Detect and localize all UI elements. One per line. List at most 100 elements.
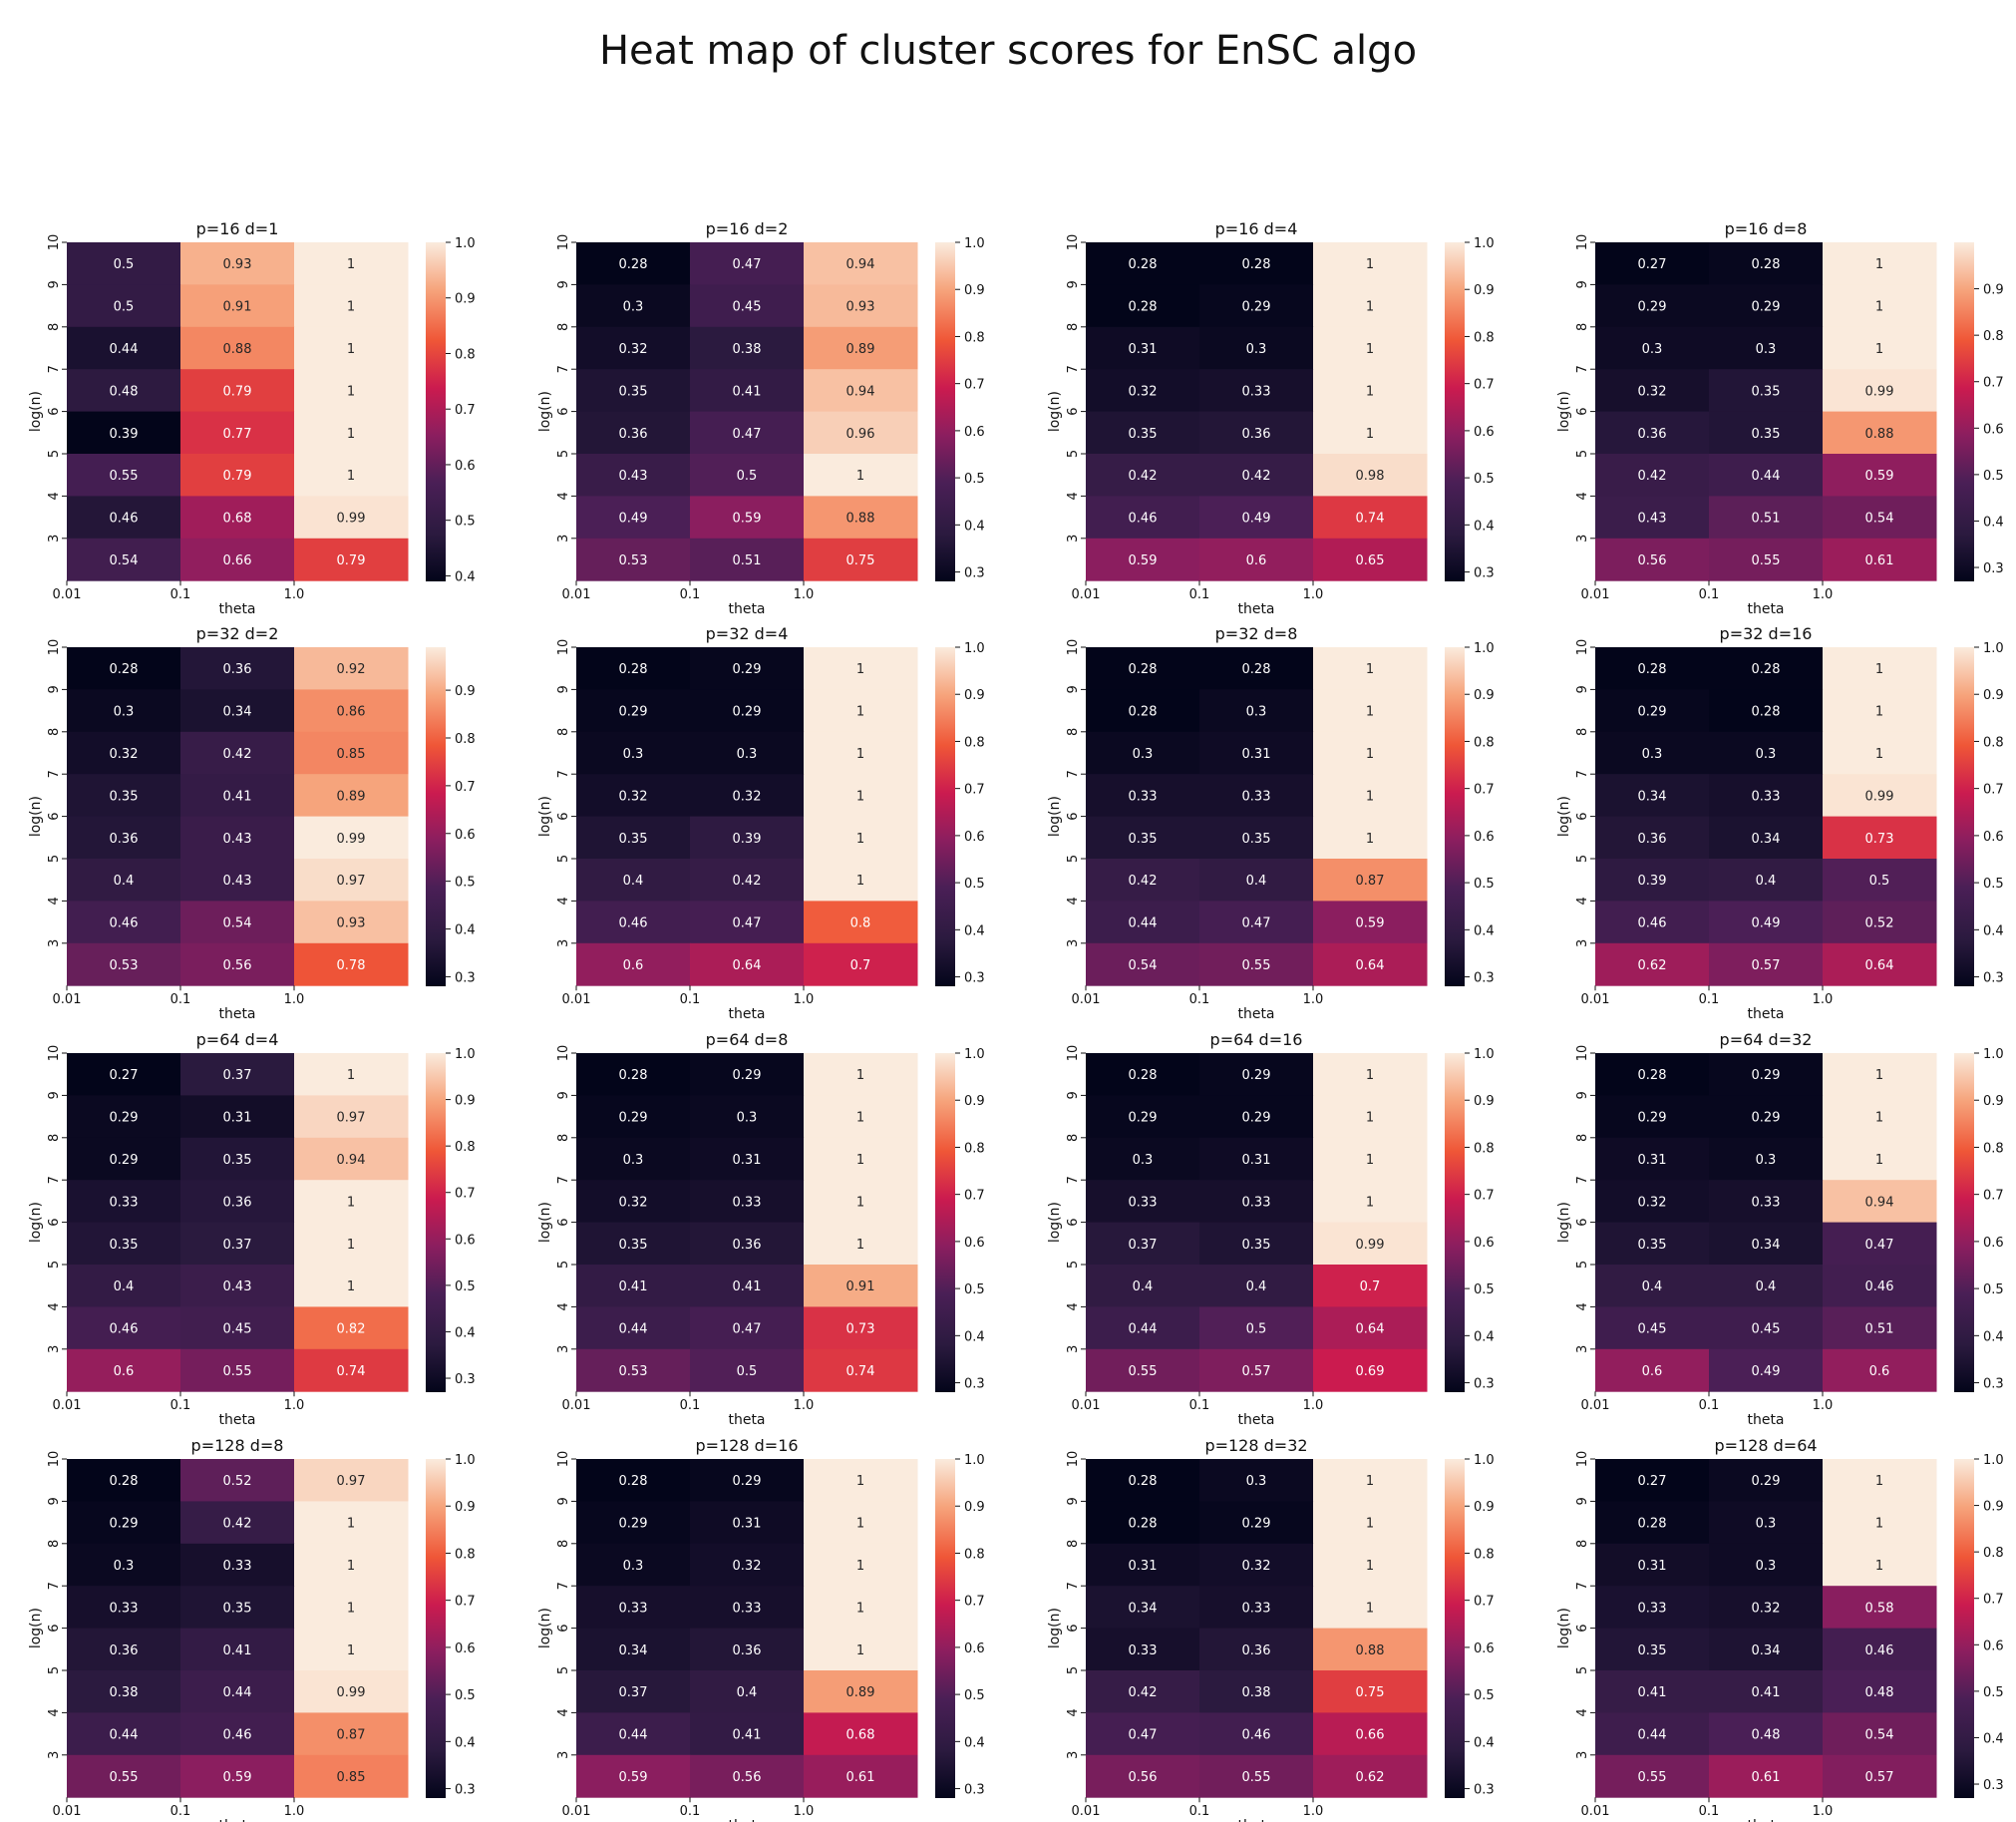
heatmap-cell: [804, 1628, 918, 1671]
cell-label: 0.99: [337, 512, 366, 527]
cell-label: 0.36: [733, 1238, 762, 1253]
cell-label: 0.31: [1129, 342, 1158, 357]
cell-label: 0.85: [337, 747, 366, 762]
heatmap-cell: [294, 1712, 409, 1756]
colorbar: [1954, 647, 1974, 986]
cell-label: 0.52: [1865, 916, 1894, 931]
heatmap-cell: [1595, 816, 1710, 860]
cell-label: 0.64: [1356, 1322, 1385, 1337]
cell-label: 0.43: [223, 1279, 252, 1294]
x-axis-label: theta: [1237, 1412, 1274, 1428]
colorbar-tick-label: 0.5: [1474, 1688, 1495, 1703]
heatmap-cell: [1595, 326, 1710, 370]
heatmap-cell: [1086, 369, 1200, 413]
heatmap-cell: [1313, 1543, 1428, 1587]
heatmap-cell: [1823, 284, 1937, 328]
colorbar-tick-label: 1.0: [1983, 1453, 2004, 1468]
heatmap-cell: [180, 1459, 295, 1502]
y-axis-label: log(n): [537, 1608, 553, 1648]
cell-label: 0.46: [1865, 1279, 1894, 1294]
colorbar-tick-label: 0.5: [964, 472, 985, 487]
cell-label: 0.3: [1246, 342, 1267, 357]
colorbar-tick-label: 0.5: [1983, 1282, 2004, 1297]
x-tick-label: 1.0: [1303, 587, 1324, 602]
heatmap-cell: [690, 411, 805, 455]
y-tick-label: 6: [556, 1218, 571, 1226]
cell-label: 0.44: [223, 1685, 252, 1700]
heatmap-cell: [1595, 1754, 1710, 1798]
y-tick-label: 4: [1066, 1302, 1081, 1310]
heatmap-cell: [1823, 1586, 1937, 1630]
x-tick-label: 0.1: [1189, 1398, 1210, 1413]
heatmap-cell: [1199, 816, 1314, 860]
colorbar-tick-label: 0.4: [964, 923, 985, 938]
heatmap-cell: [294, 369, 409, 413]
heatmap-cell: [690, 1754, 805, 1798]
heatmap-cell: [67, 1348, 181, 1392]
cell-label: 0.28: [619, 1474, 648, 1489]
cell-label: 0.33: [1129, 1643, 1158, 1658]
cell-label: 0.55: [223, 1364, 252, 1379]
heatmap-cell: [804, 901, 918, 944]
heatmap-cell: [1313, 1348, 1428, 1392]
cell-label: 1: [1366, 1474, 1374, 1489]
heatmap-cell: [180, 1137, 295, 1181]
cell-label: 0.39: [1638, 874, 1667, 889]
cell-label: 0.79: [337, 553, 366, 568]
heatmap-cell: [294, 242, 409, 285]
subplot-title: p=64 d=8: [706, 1030, 789, 1049]
cell-label: 0.58: [1865, 1601, 1894, 1616]
y-tick-label: 4: [47, 1708, 62, 1716]
heatmap-cell: [67, 1306, 181, 1350]
heatmap-cell: [180, 326, 295, 370]
cell-label: 1: [856, 705, 864, 720]
subplot-title: p=16 d=2: [706, 219, 789, 238]
heatmap-cell: [1709, 242, 1824, 285]
heatmap-cell: [1086, 1095, 1200, 1139]
cell-label: 0.38: [110, 1685, 139, 1700]
y-tick-label: 4: [556, 897, 571, 905]
cell-label: 0.32: [1752, 1601, 1781, 1616]
y-tick-label: 9: [556, 1497, 571, 1505]
colorbar: [935, 1459, 955, 1798]
colorbar-tick-label: 0.9: [1474, 1094, 1495, 1109]
heatmap-cell: [1313, 1306, 1428, 1350]
cell-label: 1: [856, 1068, 864, 1083]
x-tick-label: 0.1: [170, 587, 191, 602]
cell-label: 0.61: [1865, 553, 1894, 568]
heatmap-cell: [180, 1754, 295, 1798]
heatmap-cell: [294, 1628, 409, 1671]
y-tick-label: 4: [1575, 1302, 1590, 1310]
colorbar-tick-label: 0.8: [1983, 329, 2004, 344]
cell-label: 0.29: [1752, 1068, 1781, 1083]
y-tick-label: 8: [47, 323, 62, 331]
cell-label: 0.45: [733, 300, 762, 315]
cell-label: 0.54: [1865, 1728, 1894, 1743]
heatmap-cell: [180, 1265, 295, 1307]
colorbar-tick-label: 0.8: [455, 1140, 476, 1155]
heatmap-cell: [1313, 1754, 1428, 1798]
heatmap-cell: [67, 1501, 181, 1545]
cell-label: 0.54: [1129, 958, 1158, 973]
heatmap-cell: [180, 1628, 295, 1671]
heatmap-cell: [1313, 411, 1428, 455]
cell-label: 0.29: [1129, 1111, 1158, 1126]
heatmap-cell: [804, 1670, 918, 1713]
heatmap-cell: [1709, 1459, 1824, 1502]
heatmap-cell: [1313, 1459, 1428, 1502]
heatmap-cell: [804, 774, 918, 818]
cell-label: 1: [1875, 662, 1883, 677]
colorbar-tick-label: 0.7: [1983, 1593, 2004, 1608]
colorbar-tick-label: 0.7: [1983, 376, 2004, 391]
colorbar-tick-label: 0.9: [1983, 688, 2004, 703]
heatmap-cell: [804, 1265, 918, 1307]
heatmap-cell: [1086, 1628, 1200, 1671]
heatmap-cell: [576, 647, 691, 690]
y-tick-label: 4: [1575, 492, 1590, 500]
y-tick-label: 8: [556, 1540, 571, 1548]
y-tick-label: 6: [556, 1624, 571, 1632]
subplot-title: p=128 d=8: [191, 1436, 284, 1455]
y-tick-label: 8: [1066, 728, 1081, 736]
heatmap-cell: [1313, 774, 1428, 818]
colorbar-tick-label: 0.9: [1474, 1500, 1495, 1515]
